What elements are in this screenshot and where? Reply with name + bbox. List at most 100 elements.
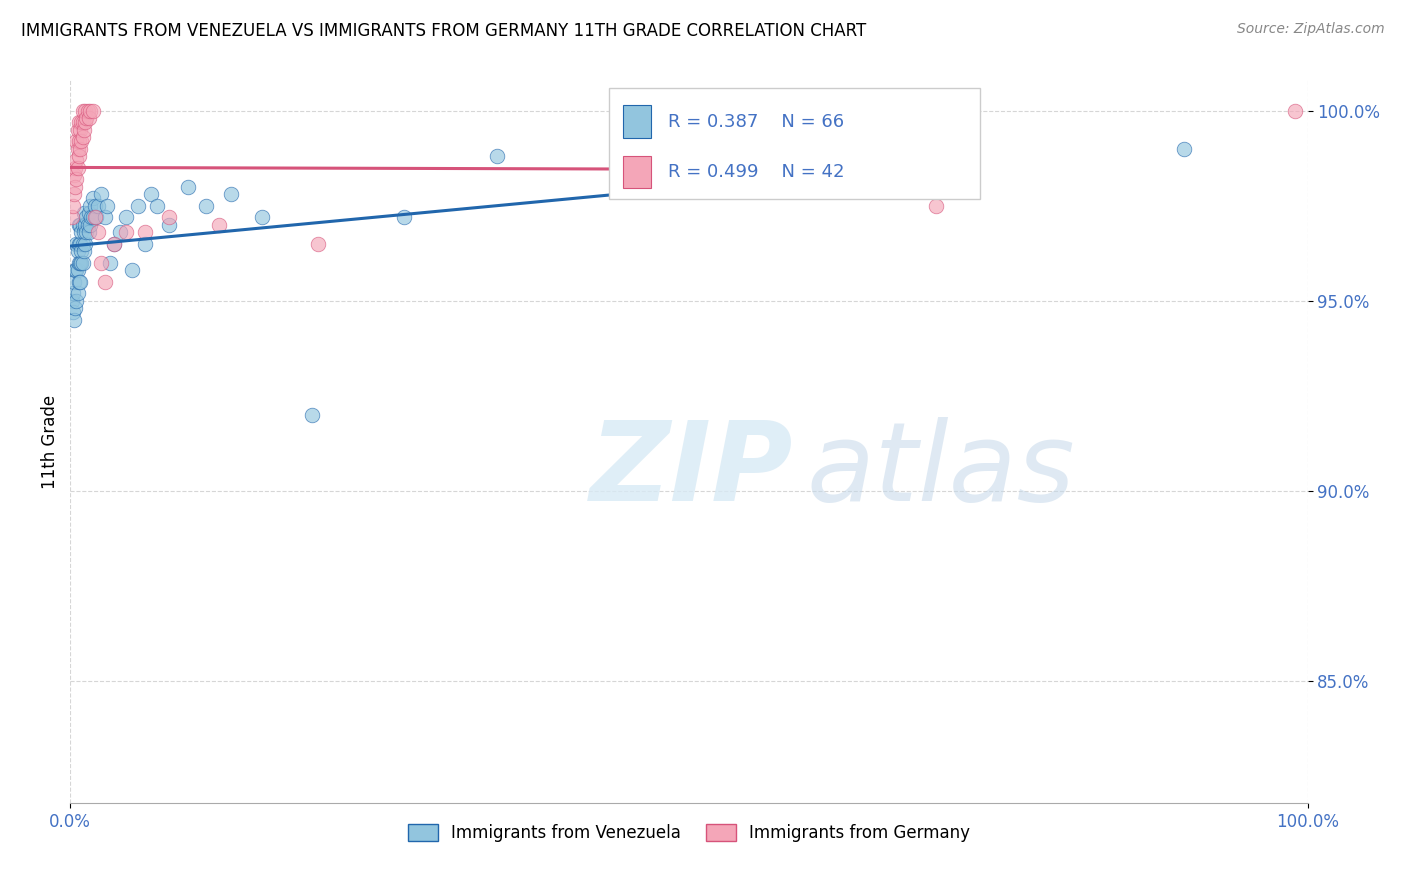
Point — [76, 218, 98, 232]
Point — [84, 199, 107, 213]
Point — [72, 236, 94, 251]
Point — [75, 218, 97, 232]
Point — [65, 293, 87, 308]
Point — [62, 286, 84, 301]
Point — [66, 286, 89, 301]
Text: ZIP: ZIP — [591, 417, 793, 524]
Point — [65, 172, 87, 186]
Point — [177, 179, 200, 194]
Point — [219, 187, 242, 202]
Point — [70, 244, 93, 259]
Point — [63, 275, 86, 289]
Point — [208, 218, 231, 232]
Point — [79, 218, 101, 232]
Point — [157, 210, 180, 224]
Point — [65, 179, 87, 194]
Point — [75, 236, 97, 251]
Point — [134, 236, 156, 251]
Point — [72, 103, 94, 118]
Text: Source: ZipAtlas.com: Source: ZipAtlas.com — [1237, 22, 1385, 37]
Point — [69, 122, 91, 136]
Point — [103, 236, 125, 251]
Point — [1284, 103, 1306, 118]
Point — [60, 210, 83, 224]
Point — [82, 191, 104, 205]
Point — [63, 187, 86, 202]
Point — [86, 199, 108, 213]
Point — [98, 256, 121, 270]
Point — [69, 236, 91, 251]
Point — [67, 134, 90, 148]
Point — [65, 153, 87, 168]
Point — [66, 161, 89, 175]
Point — [72, 130, 94, 145]
Point — [94, 210, 117, 224]
Point — [69, 256, 91, 270]
Point — [67, 115, 90, 129]
Point — [90, 256, 112, 270]
Point — [195, 199, 218, 213]
Point — [394, 210, 416, 224]
Point — [301, 408, 323, 422]
Point — [77, 206, 100, 220]
FancyBboxPatch shape — [609, 87, 980, 200]
Point — [75, 103, 97, 118]
Point — [63, 169, 86, 183]
Point — [62, 199, 84, 213]
Point — [307, 236, 329, 251]
Point — [127, 199, 149, 213]
Point — [146, 199, 169, 213]
Point — [121, 263, 143, 277]
Point — [96, 199, 118, 213]
Point — [70, 226, 93, 240]
Point — [77, 226, 100, 240]
Text: R = 0.499    N = 42: R = 0.499 N = 42 — [668, 163, 845, 181]
Point — [66, 244, 89, 259]
Point — [115, 226, 138, 240]
Point — [139, 187, 162, 202]
Point — [82, 103, 104, 118]
Point — [79, 103, 101, 118]
Text: IMMIGRANTS FROM VENEZUELA VS IMMIGRANTS FROM GERMANY 11TH GRADE CORRELATION CHAR: IMMIGRANTS FROM VENEZUELA VS IMMIGRANTS … — [21, 22, 866, 40]
Point — [70, 256, 93, 270]
Point — [69, 142, 91, 156]
Point — [79, 199, 101, 213]
Point — [66, 263, 89, 277]
Point — [62, 305, 84, 319]
Point — [84, 210, 107, 224]
Point — [157, 218, 180, 232]
Point — [70, 134, 93, 148]
Point — [73, 122, 96, 136]
Point — [67, 236, 90, 251]
Point — [1173, 142, 1195, 156]
Point — [67, 256, 90, 270]
Point — [69, 218, 91, 232]
Point — [65, 134, 87, 148]
Point — [66, 142, 89, 156]
Point — [72, 256, 94, 270]
Point — [72, 115, 94, 129]
Point — [73, 206, 96, 220]
Point — [65, 263, 87, 277]
Point — [67, 149, 90, 163]
Legend: Immigrants from Venezuela, Immigrants from Germany: Immigrants from Venezuela, Immigrants fr… — [401, 817, 977, 848]
Point — [60, 293, 83, 308]
Point — [69, 275, 91, 289]
Point — [250, 210, 273, 224]
Y-axis label: 11th Grade: 11th Grade — [41, 394, 59, 489]
Point — [925, 199, 948, 213]
Point — [65, 161, 87, 175]
FancyBboxPatch shape — [623, 156, 651, 188]
Point — [94, 275, 117, 289]
Point — [108, 226, 131, 240]
Point — [65, 236, 87, 251]
Point — [134, 226, 156, 240]
Point — [67, 275, 90, 289]
Point — [115, 210, 138, 224]
Point — [84, 210, 107, 224]
Text: R = 0.387    N = 66: R = 0.387 N = 66 — [668, 112, 844, 130]
Point — [486, 149, 509, 163]
Point — [66, 122, 89, 136]
Point — [70, 115, 93, 129]
Point — [75, 226, 97, 240]
